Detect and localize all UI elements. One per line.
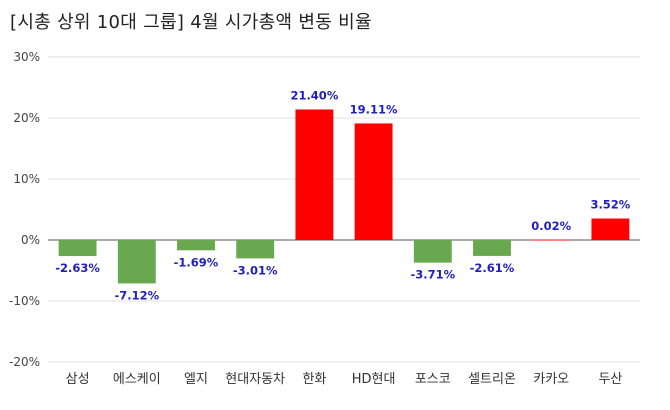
- data-label: 3.52%: [590, 198, 630, 212]
- x-tick-label: 삼성: [66, 372, 90, 387]
- data-label: -3.01%: [233, 263, 278, 277]
- y-tick-label: 20%: [13, 111, 40, 125]
- data-label: -1.69%: [174, 255, 219, 269]
- x-tick-label: 엘지: [184, 372, 208, 387]
- bar: [413, 240, 452, 263]
- y-tick-label: 30%: [13, 50, 40, 64]
- bar: [295, 109, 334, 241]
- data-label: -7.12%: [114, 288, 159, 302]
- bar: [354, 123, 393, 240]
- bar: [532, 239, 571, 241]
- bars: [58, 109, 630, 284]
- bar: [58, 240, 97, 257]
- data-label: -2.63%: [55, 261, 100, 275]
- data-label: 19.11%: [350, 102, 398, 116]
- x-tick-label: 한화: [302, 372, 326, 387]
- x-tick-label: 에스케이: [113, 372, 161, 387]
- x-tick-label: 포스코: [415, 372, 451, 387]
- data-label: 21.40%: [290, 88, 338, 102]
- bar: [591, 218, 630, 240]
- chart-title: [시총 상위 10대 그룹] 4월 시가총액 변동 비율: [10, 12, 372, 33]
- x-tick-label: 셀트리온: [468, 372, 516, 387]
- data-labels: -2.63% -7.12% -1.69% -3.01% 21.40% 19.11% -3.7…: [55, 88, 631, 302]
- y-tick-label: 0%: [21, 233, 40, 247]
- y-axis-ticks: 30% 20% 10% 0% -10% -20%: [9, 50, 40, 369]
- data-label: -2.61%: [470, 261, 515, 275]
- x-axis-ticks: 삼성 에스케이 엘지 현대자동차 한화 HD현대 포스코 셀트리온 카카오 두산: [66, 372, 623, 387]
- x-tick-label: 현대자동차: [225, 372, 285, 387]
- x-tick-label: 카카오: [533, 372, 569, 387]
- y-tick-label: 10%: [13, 172, 40, 186]
- y-tick-label: -20%: [9, 355, 40, 369]
- data-label: -3.71%: [410, 268, 455, 282]
- x-tick-label: 두산: [598, 372, 622, 387]
- x-tick-label: HD현대: [352, 372, 396, 387]
- bar: [473, 240, 511, 256]
- data-label: 0.02%: [531, 219, 571, 233]
- gridlines: [48, 56, 640, 363]
- bar: [117, 240, 156, 284]
- bar: [177, 240, 215, 251]
- y-tick-label: -10%: [9, 294, 40, 308]
- bar: [236, 240, 275, 259]
